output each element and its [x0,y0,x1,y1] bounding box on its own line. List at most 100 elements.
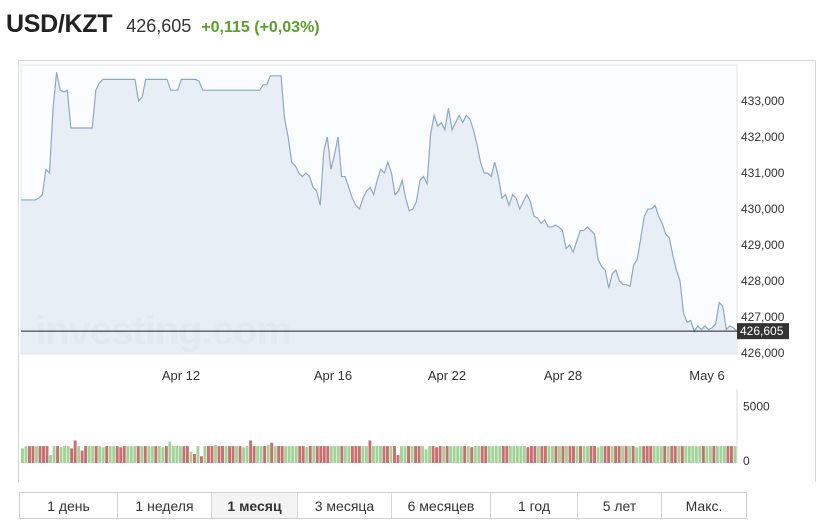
volume-bar [684,446,688,463]
volume-bar [305,447,309,463]
y-tick-label: 432,000 [741,130,785,144]
volume-bar [466,446,470,463]
volume-bar [533,446,537,463]
volume-bar [624,446,628,463]
volume-bar [712,446,716,463]
volume-bar [417,446,421,463]
volume-bar [579,446,582,463]
volume-bar [31,446,35,463]
volume-bar [487,446,491,463]
volume-bar [161,447,165,463]
chart-panel[interactable]: investing.com433,000432,000431,000430,00… [18,60,816,482]
volume-bar [431,446,435,463]
volume-bar [45,446,49,463]
volume-bar [38,446,42,463]
volume-bar [719,446,723,463]
volume-bar [621,446,625,463]
volume-bar [393,446,396,463]
volume-bar [221,446,224,463]
volume-bar [175,446,179,463]
volume-bar [687,446,691,463]
volume-bar [659,446,663,463]
volume-bar [638,446,642,463]
volume-bar [382,446,386,463]
volume-bar [568,446,572,463]
volume-bar [428,446,432,463]
volume-bar [526,447,530,463]
price-line [21,72,738,333]
volume-bar [294,446,298,463]
volume-bar [210,446,214,463]
volume-bar [536,446,540,463]
tab-period-6[interactable]: 5 лет [578,493,662,518]
volume-bar [224,446,228,463]
volume-bar [319,446,323,463]
tab-period-0[interactable]: 1 день [20,493,118,518]
volume-bar [543,446,547,463]
volume-bar [284,446,288,463]
volume-bar [143,446,147,463]
x-tick-label: Apr 16 [314,368,352,383]
volume-bar [371,446,375,463]
volume-bar [477,446,481,463]
tab-period-7[interactable]: Макс. [685,497,723,514]
volume-bar [407,446,410,463]
volume-bar [726,446,730,463]
volume-bar [386,446,389,463]
volume-bar [375,446,379,463]
volume-bar [340,446,344,463]
volume-tick-label: 0 [743,454,750,468]
volume-bar [35,446,38,463]
volume-bar [333,446,337,463]
volume-bar [245,446,249,463]
volume-bar [442,446,446,463]
price-area [21,72,737,354]
volume-bar [171,446,175,463]
volume-bar [105,446,109,463]
volume-bar [21,448,24,463]
volume-bar [515,446,519,463]
volume-bar [326,446,330,463]
volume-bar [168,441,172,463]
volume-bar [589,446,593,463]
volume-bar [438,446,442,463]
last-price-label-bg [737,323,789,340]
tab-period-2[interactable]: 1 месяц [212,493,298,518]
volume-bar [66,446,70,463]
volume-bar [424,449,428,463]
tab-period-1[interactable]: 1 неделя [118,493,212,518]
volume-bar [494,446,498,463]
volume-tick-label: 5000 [743,400,770,414]
volume-bar [28,446,31,463]
volume-bar [207,446,210,463]
tab-period-5[interactable]: 1 год [491,493,578,518]
volume-bar [84,446,88,463]
volume-bar [263,446,267,463]
volume-bar [610,446,614,463]
volume-bar [512,446,516,463]
volume-bar [277,446,281,463]
volume-bar [364,446,368,463]
volume-bar [301,446,305,463]
volume-bar [270,442,274,463]
volume-bar [122,446,126,463]
volume-bar [147,446,151,463]
volume-bar [361,446,365,463]
price-chart-svg[interactable]: investing.com433,000432,000431,000430,00… [19,61,817,483]
volume-bar [52,446,56,463]
volume-bar [505,446,509,463]
tab-period-3[interactable]: 3 месяца [298,493,392,518]
volume-bar [529,446,533,463]
volume-bar [729,446,733,463]
volume-bar [670,446,674,463]
volume-bar [49,455,52,463]
y-tick-label: 426,000 [741,346,785,360]
volume-bar [108,446,112,463]
tab-period-4[interactable]: 6 месяцев [392,493,491,518]
volume-bar [252,446,256,463]
volume-bar [70,448,74,463]
volume-bar [540,446,544,463]
volume-bar [238,446,242,463]
volume-bar [666,446,670,463]
volume-bar [586,446,589,463]
